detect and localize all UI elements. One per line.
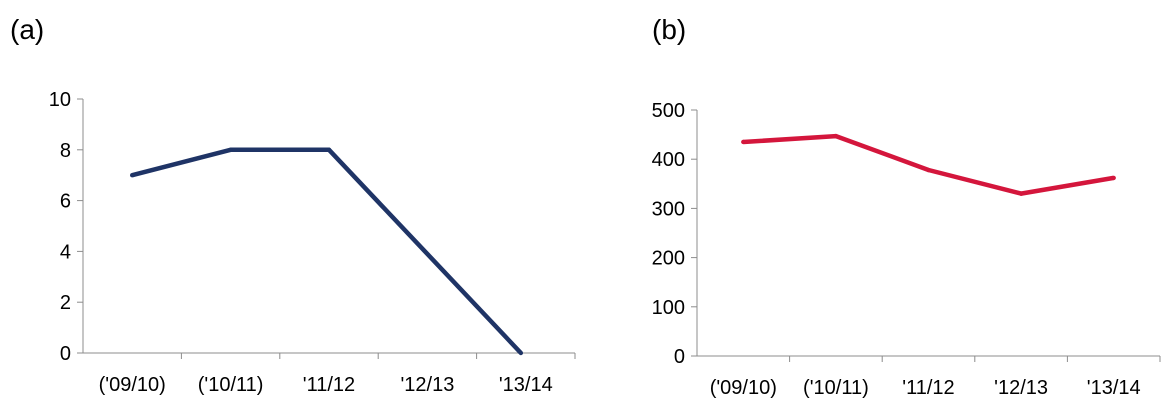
chart-a-data-point <box>228 147 233 152</box>
chart-b-series-line <box>743 133 1115 196</box>
chart-a-data-point <box>518 350 524 356</box>
panel-b-label: (b) <box>652 14 687 45</box>
chart-b-data-point <box>1018 191 1024 196</box>
chart-a-y-tick-label: 6 <box>60 191 71 213</box>
chart-a-x-tick-label: ('09/10) <box>99 374 166 396</box>
chart-a-y-tick-label: 4 <box>60 241 71 263</box>
chart-b-y-tick-label: 400 <box>652 149 685 171</box>
chart-a-x-tick-label: '11/12 <box>303 374 355 396</box>
panel-a-label: (a) <box>10 14 45 45</box>
chart-a-series-line <box>131 147 523 355</box>
chart-a-x-tick-label: '12/13 <box>400 374 454 396</box>
chart-a-x-tick-label: '13/14 <box>499 374 553 396</box>
chart-a-y-tick-label: 10 <box>49 89 71 111</box>
chart-a-y-tick-label: 8 <box>60 140 71 162</box>
chart-b-y-tick-label: 0 <box>674 346 685 368</box>
chart-a-y-tick-label: 2 <box>60 292 71 314</box>
chart-b-x-tick-label: ('09/10) <box>710 377 777 399</box>
chart-b-y-tick-label: 300 <box>652 198 685 220</box>
chart-b-x-tick-label: '12/13 <box>994 377 1048 399</box>
chart-b-data-point <box>926 167 931 173</box>
chart-b-x-tick-label: ('10/11) <box>803 377 869 399</box>
chart-a-x-tick-label: ('10/11) <box>198 374 264 396</box>
chart-b-x-tick-label: '11/12 <box>902 377 954 399</box>
chart-b-data-point <box>1111 175 1116 181</box>
chart-a-data-point <box>326 147 332 152</box>
chart-a-data-point <box>130 173 135 178</box>
chart-b-x-tick-label: '13/14 <box>1087 377 1141 399</box>
chart-b-y-tick-label: 100 <box>652 297 685 319</box>
chart-b-data-point <box>833 133 839 139</box>
chart-b-data-point <box>741 139 746 145</box>
chart-b-y-tick-label: 500 <box>652 100 685 122</box>
chart-a-y-tick-label: 0 <box>60 343 71 365</box>
chart-b-y-tick-label: 200 <box>652 248 685 270</box>
